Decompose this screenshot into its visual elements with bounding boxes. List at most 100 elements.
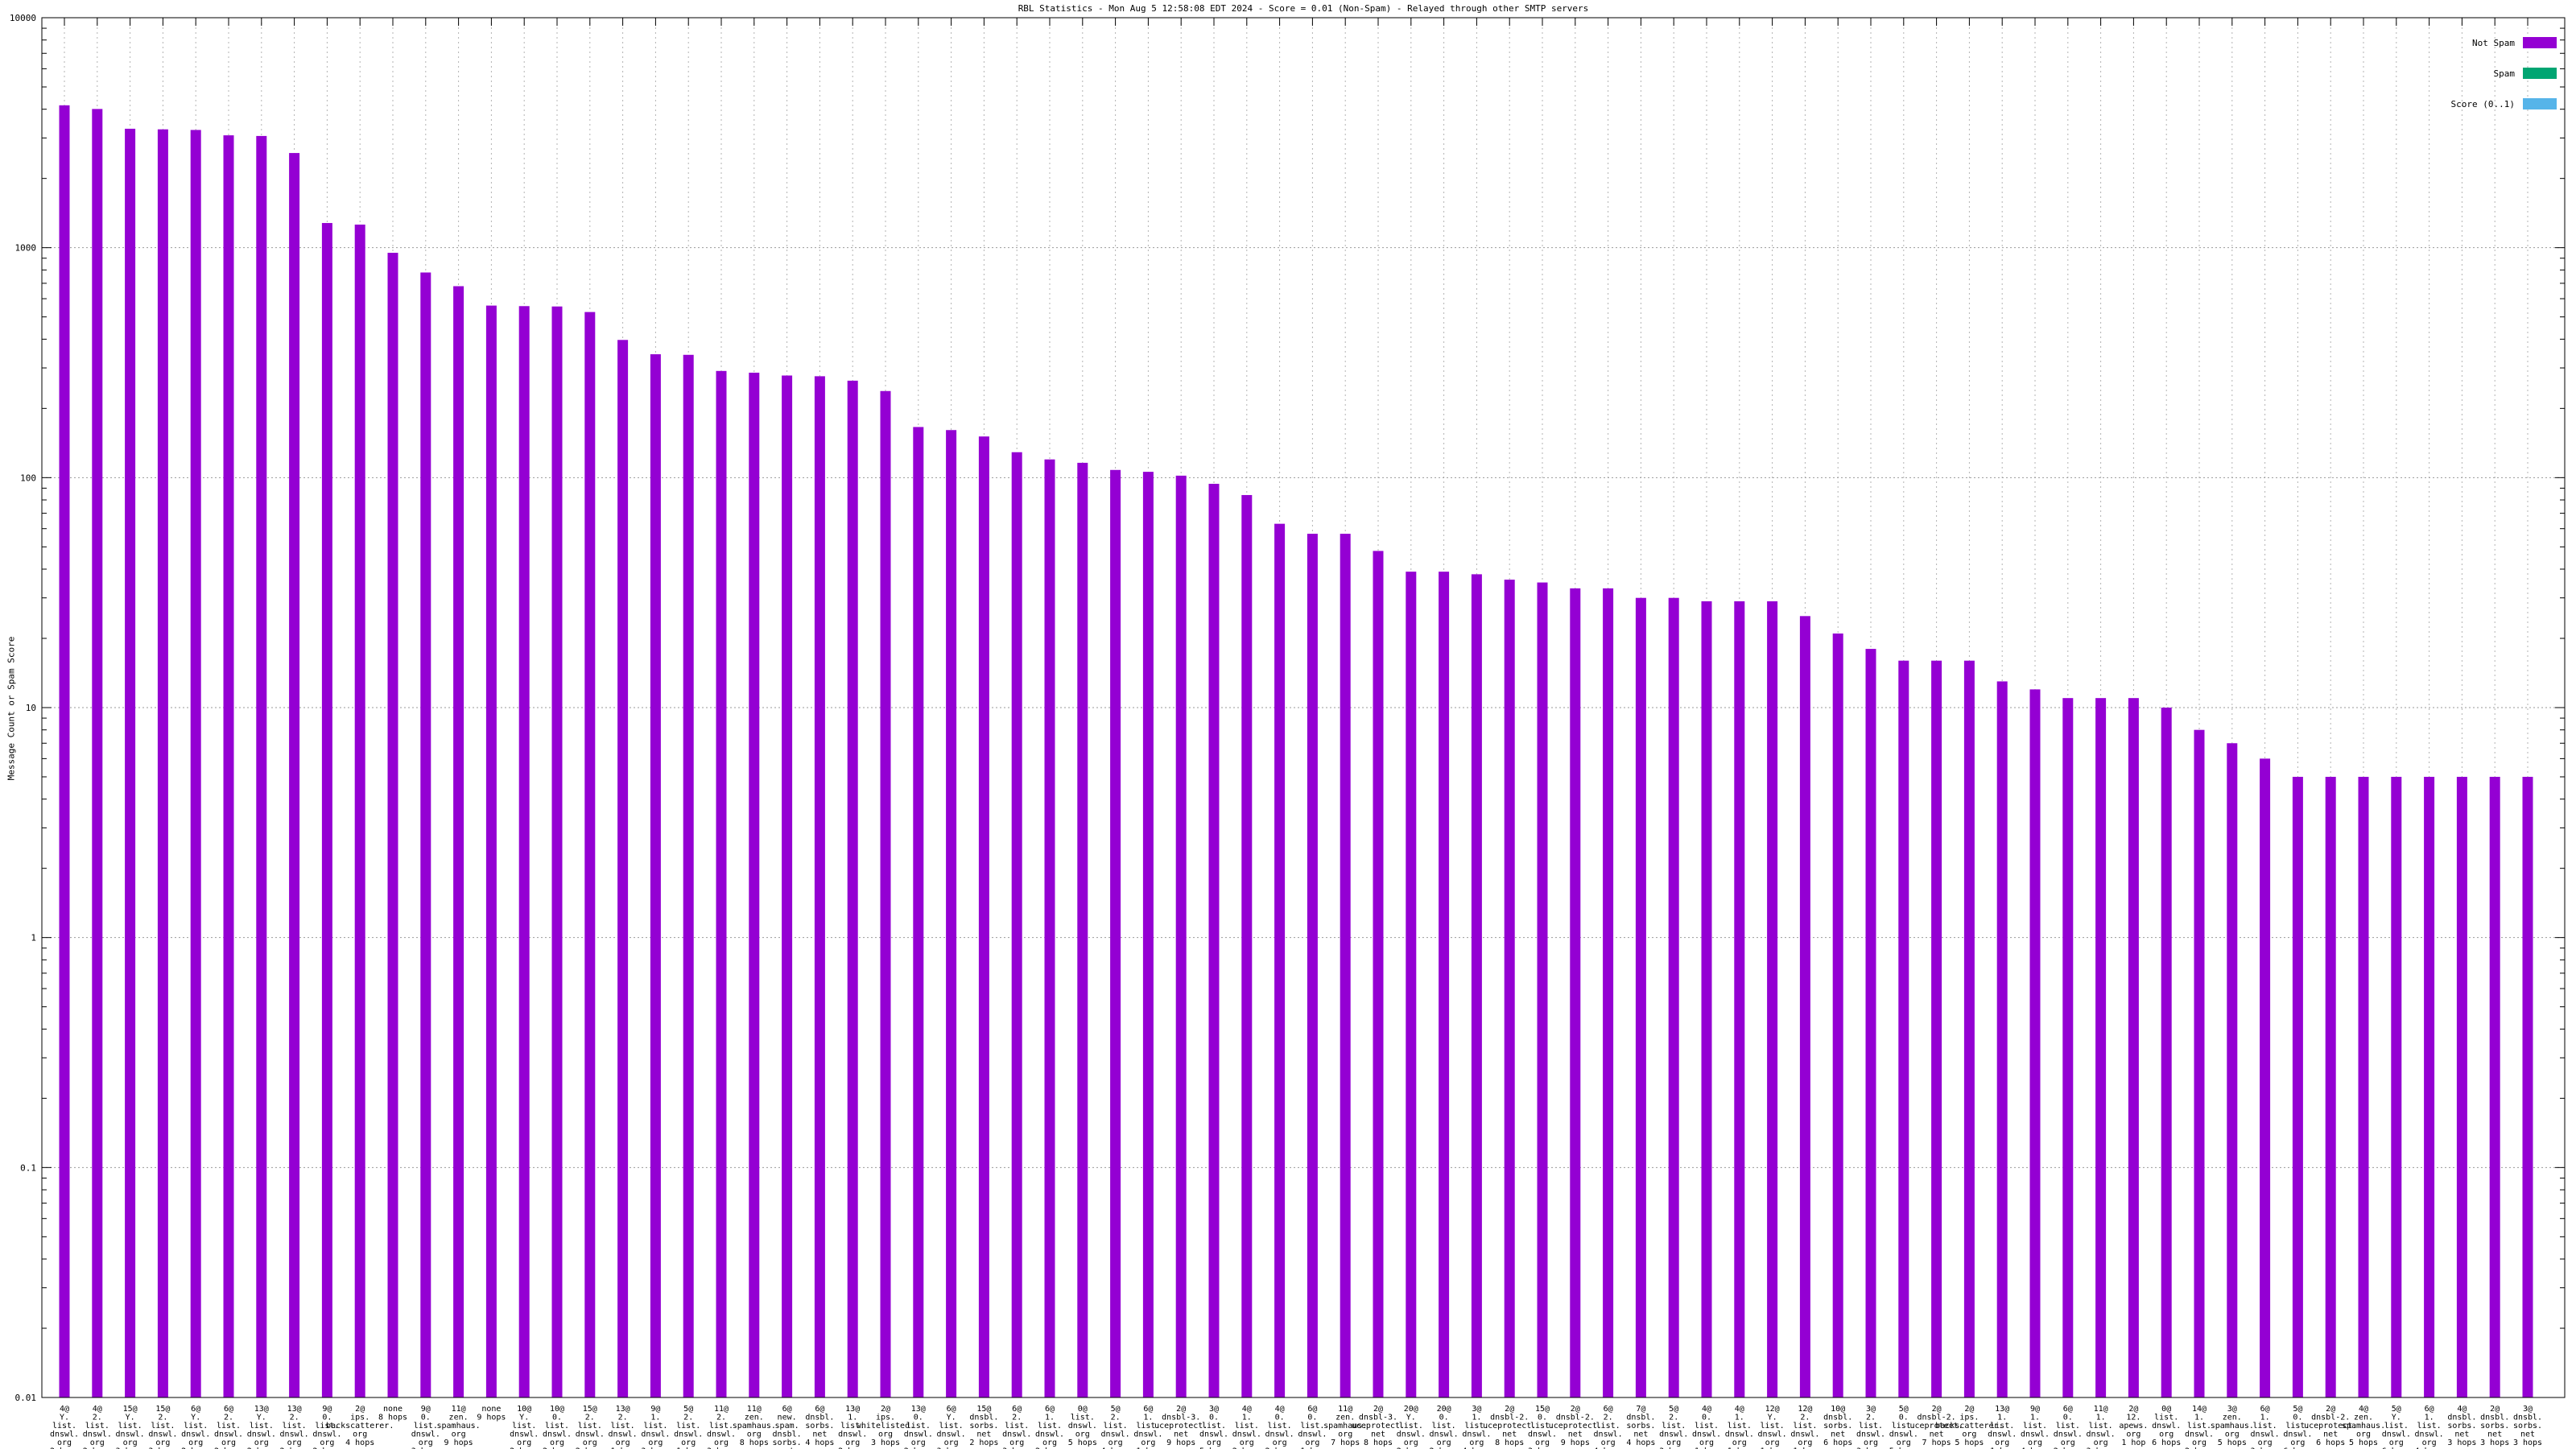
bar bbox=[485, 305, 497, 1397]
bar bbox=[1701, 601, 1712, 1397]
bar bbox=[2522, 776, 2533, 1397]
bar bbox=[1767, 601, 1778, 1397]
legend: Not Spam Spam Score (0..1) bbox=[2451, 37, 2557, 109]
bar-label: none 8 hops bbox=[378, 1405, 407, 1422]
bar-label: 4@ dnsbl. sorbs. net 3 hops bbox=[2447, 1405, 2476, 1447]
bar bbox=[1668, 597, 1679, 1397]
bar bbox=[1504, 580, 1515, 1397]
bar bbox=[814, 376, 825, 1397]
bar-label: 2@ ips. whitelisted. org 3 hops bbox=[857, 1405, 914, 1447]
bar bbox=[847, 380, 858, 1397]
bar bbox=[1307, 534, 1318, 1397]
bar-label: 11@ zen. spamhaus. org 9 hops bbox=[437, 1405, 481, 1447]
bar-label: 0@ list. dnswl. org 6 hops bbox=[2152, 1405, 2181, 1447]
bar-label: 2@ dnsbl-2. uceprotect. net 9 hops bbox=[1549, 1405, 1602, 1447]
bar bbox=[1996, 681, 2008, 1397]
bar bbox=[387, 253, 398, 1398]
legend-swatch bbox=[2523, 68, 2557, 79]
y-tick-label: 10000 bbox=[10, 13, 36, 23]
bar-label: 15@ dnsbl. sorbs. net 2 hops bbox=[969, 1405, 998, 1447]
bar bbox=[683, 354, 694, 1397]
bar bbox=[2227, 743, 2238, 1397]
bar bbox=[1471, 574, 1482, 1397]
bar bbox=[1077, 462, 1088, 1397]
bar bbox=[420, 272, 431, 1397]
bar bbox=[1931, 660, 1942, 1397]
bar-label: 0@ list. dnswl. org 5 hops bbox=[1068, 1405, 1097, 1447]
bar bbox=[1832, 633, 1843, 1397]
bar bbox=[2062, 698, 2074, 1397]
bar-label: 2@ dnsbl-2. uceprotect. net 8 hops bbox=[1483, 1405, 1536, 1447]
bar bbox=[1406, 572, 1417, 1397]
bar bbox=[1865, 649, 1876, 1397]
legend-swatch bbox=[2523, 37, 2557, 48]
bar-label: 2@ ips. backscatterer. org 5 hops bbox=[1935, 1405, 2003, 1447]
bar bbox=[1570, 588, 1581, 1397]
bar bbox=[1603, 588, 1614, 1397]
bar bbox=[2456, 776, 2467, 1397]
bar-label: 2@ dnsbl. sorbs. net 3 hops bbox=[2480, 1405, 2509, 1447]
y-tick-label: 1000 bbox=[15, 243, 37, 254]
bar bbox=[289, 153, 300, 1397]
bar bbox=[1373, 551, 1384, 1397]
bar bbox=[946, 430, 957, 1398]
plot-border bbox=[41, 17, 2566, 1398]
bar-label: 4@ zen. spamhaus. org 5 hops bbox=[2342, 1405, 2385, 1447]
legend-label: Score (0..1) bbox=[2451, 99, 2515, 109]
bar bbox=[2325, 776, 2336, 1397]
legend-label: Spam bbox=[2494, 68, 2516, 79]
chart-title: RBL Statistics - Mon Aug 5 12:58:08 EDT … bbox=[1018, 3, 1589, 14]
bar-label: 11@ zen. spamhaus. org 7 hops bbox=[1323, 1405, 1367, 1447]
bar-label: 11@ zen. spamhaus. org 8 hops bbox=[733, 1405, 776, 1447]
bar bbox=[2424, 776, 2435, 1397]
bar bbox=[749, 372, 760, 1397]
bar bbox=[2292, 776, 2303, 1397]
bar bbox=[1635, 597, 1646, 1397]
bar-label: 2@ dnsbl-2. uceprotect. net 6 hops bbox=[2304, 1405, 2357, 1447]
y-tick-label: 1 bbox=[31, 933, 36, 943]
bar bbox=[453, 286, 464, 1397]
bar bbox=[1439, 572, 1450, 1397]
bar bbox=[716, 370, 727, 1397]
bar bbox=[1734, 601, 1745, 1397]
bar bbox=[1241, 494, 1253, 1397]
bar bbox=[1208, 484, 1220, 1398]
bar bbox=[2161, 708, 2172, 1397]
y-tick-labels: 10000 1000 100 10 1 0.1 0.01 bbox=[10, 13, 36, 1403]
bar bbox=[321, 223, 332, 1398]
bar bbox=[978, 436, 989, 1397]
